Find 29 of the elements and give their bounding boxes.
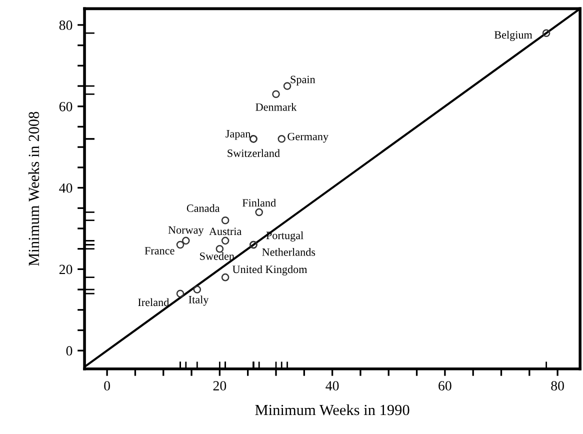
x-tick-label: 40 bbox=[326, 381, 339, 390]
annotation: Sweden bbox=[200, 252, 234, 260]
annotation: Canada bbox=[186, 204, 220, 212]
x-tick-label: 20 bbox=[213, 381, 226, 390]
annotation: Portugal bbox=[266, 231, 304, 242]
y-tick-label: 0 bbox=[66, 346, 72, 356]
annotation: Germany bbox=[288, 132, 328, 143]
y-axis-title: Minimum Weeks in 2008 bbox=[28, 112, 40, 266]
x-axis-title: Minimum Weeks in 1990 bbox=[255, 404, 410, 416]
annotation: Spain bbox=[290, 76, 316, 86]
annotation: Japan bbox=[226, 130, 251, 140]
annotation: Belgium bbox=[494, 30, 532, 41]
y-tick-label: 20 bbox=[59, 264, 72, 274]
y-tick-label: 80 bbox=[59, 20, 72, 30]
annotation: United Kingdom bbox=[232, 265, 308, 276]
x-tick-label: 0 bbox=[104, 381, 110, 390]
x-tick-label: 80 bbox=[551, 381, 564, 390]
annotation: Italy bbox=[188, 296, 209, 306]
annotation: Norway bbox=[168, 226, 204, 236]
annotation: France bbox=[144, 247, 174, 254]
annotation: Switzerland bbox=[228, 149, 280, 157]
x-tick-label: 60 bbox=[438, 381, 452, 390]
y-tick-label: 60 bbox=[59, 102, 72, 112]
y-tick-label: 40 bbox=[59, 183, 72, 193]
annotation: Finland bbox=[242, 198, 276, 207]
annotation: Netherlands bbox=[262, 248, 316, 256]
annotation: Ireland bbox=[138, 298, 170, 306]
annotation: Denmark bbox=[256, 103, 297, 111]
annotation: Austria bbox=[209, 228, 242, 236]
